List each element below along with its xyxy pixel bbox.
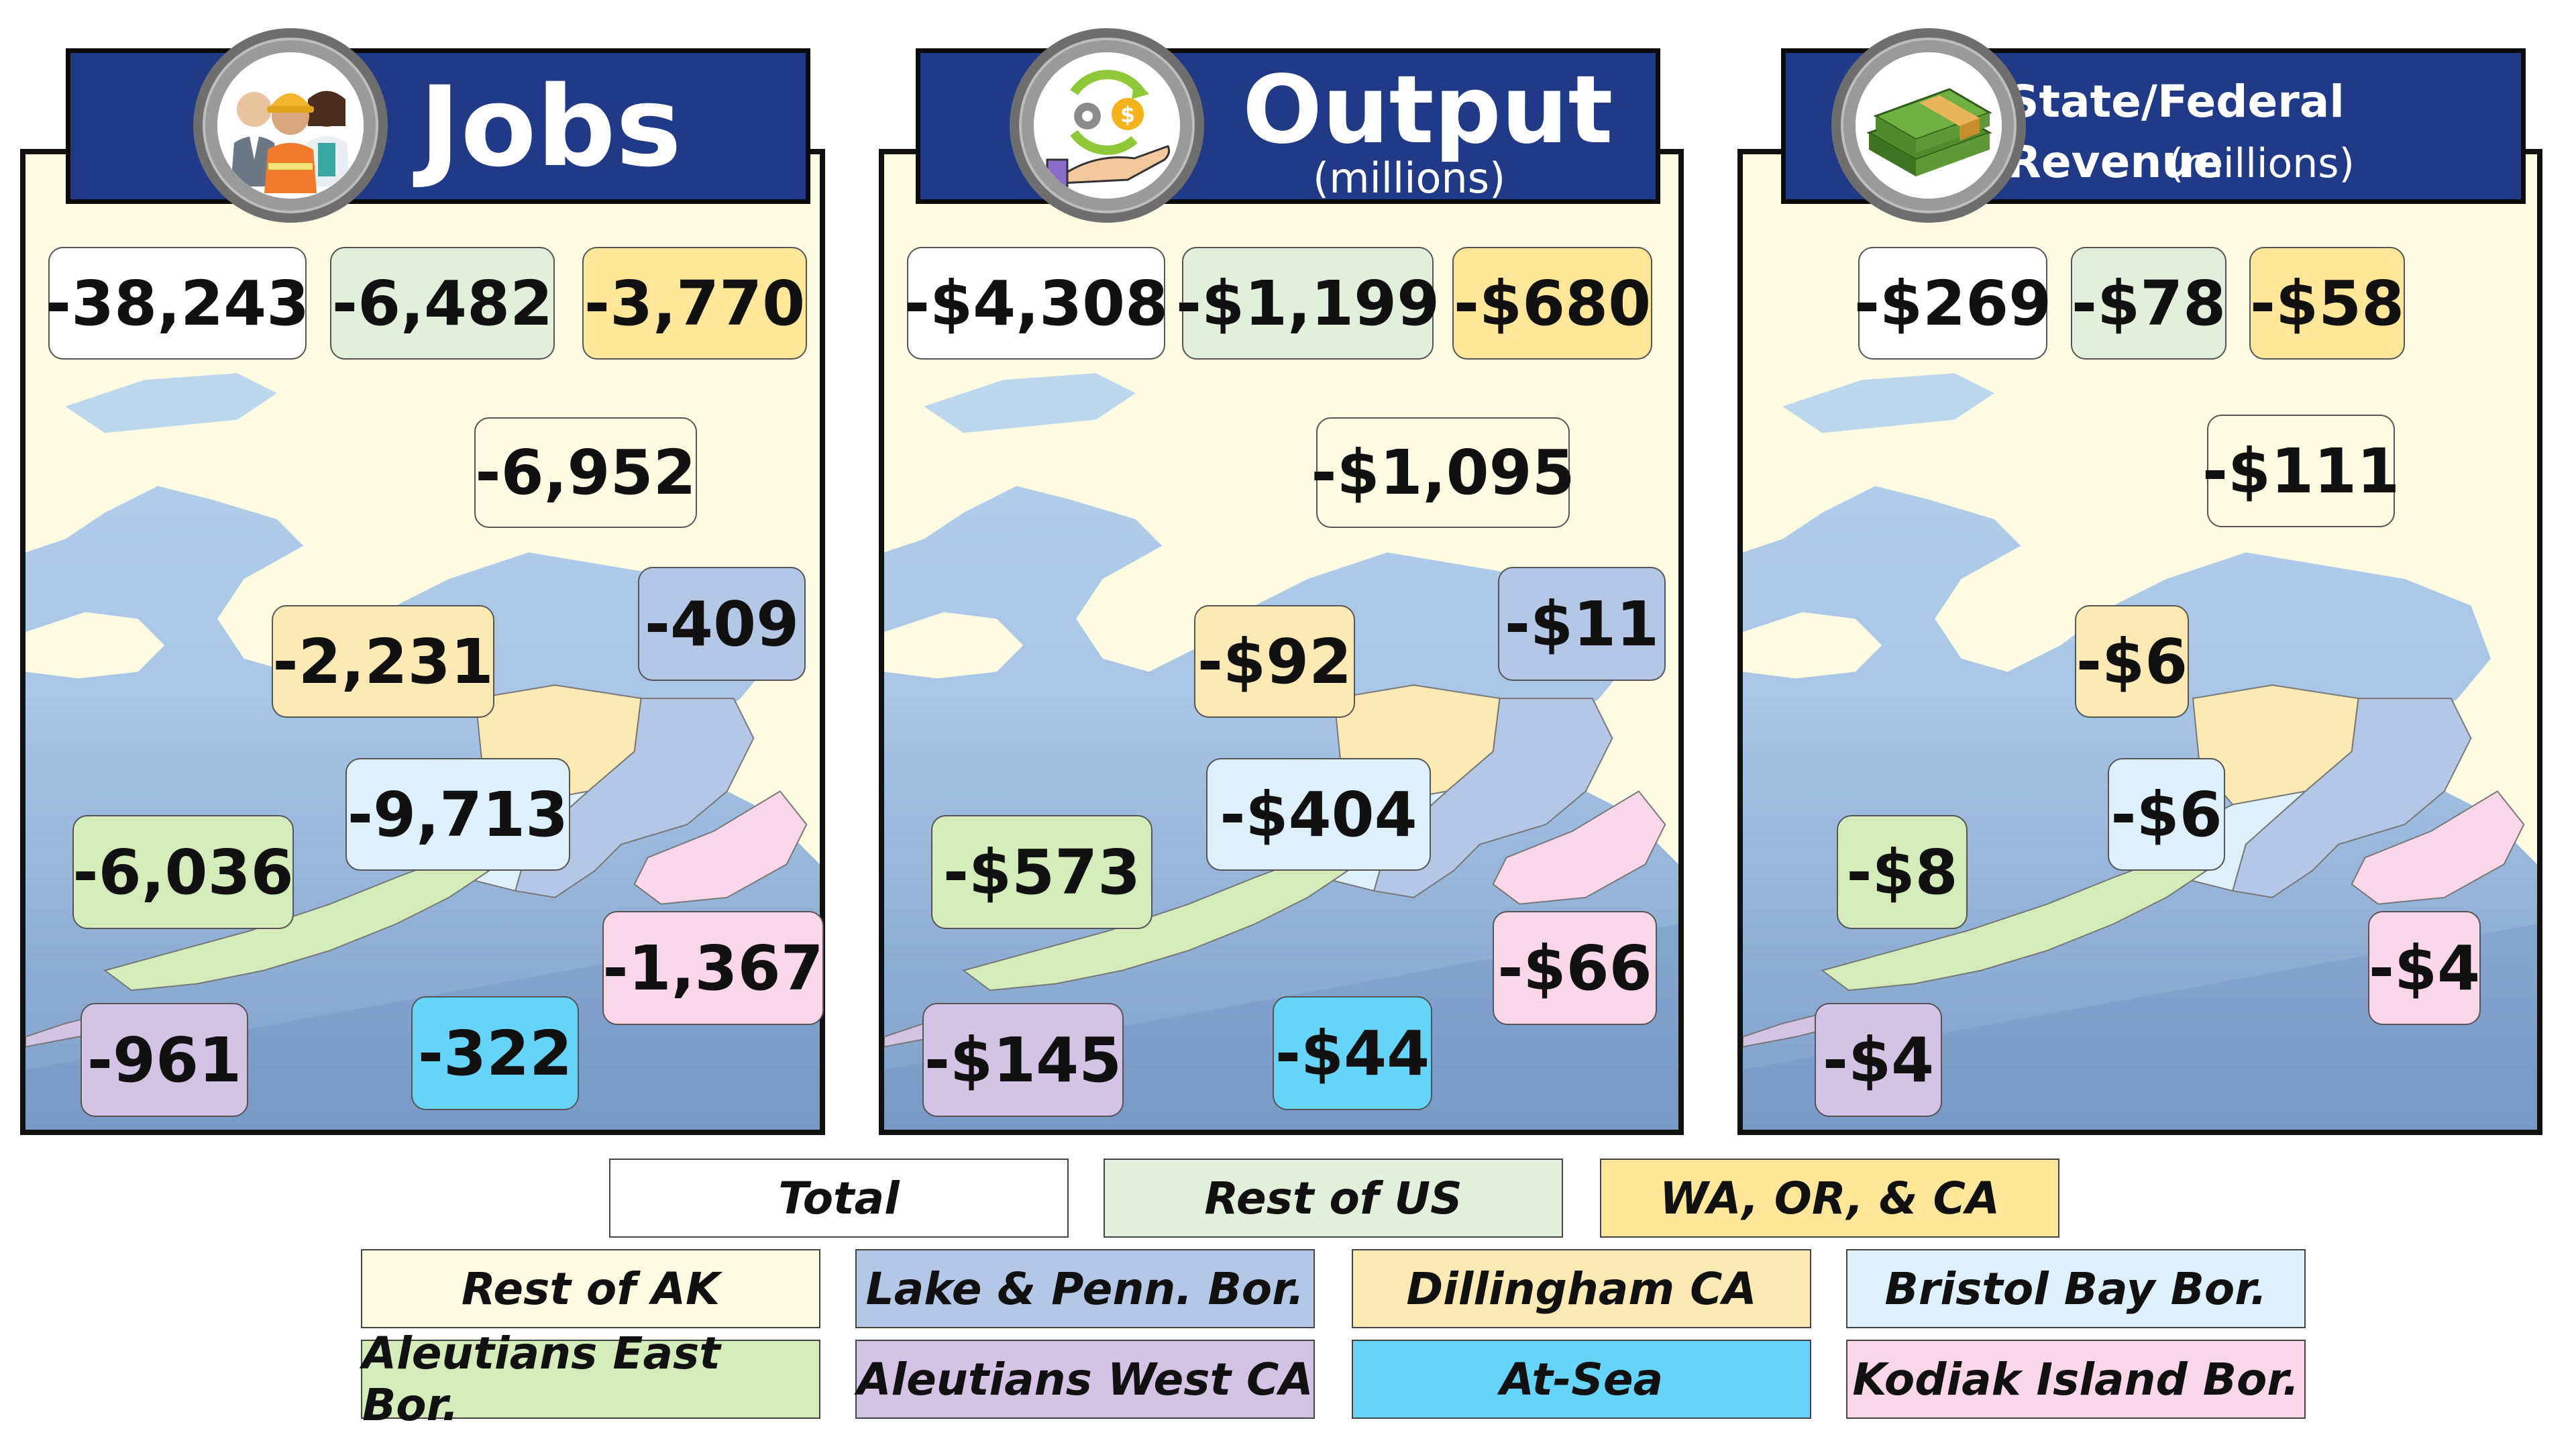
jobs-bristol-bay-value: -9,713 xyxy=(345,758,570,871)
jobs-wa-or-ca-value: -3,770 xyxy=(582,247,807,360)
revenue-bristol-bay-value: -$6 xyxy=(2108,758,2225,871)
output-dillingham-value: -$92 xyxy=(1194,605,1355,718)
jobs-rest-of-ak-value: -6,952 xyxy=(474,417,697,528)
revenue-wa-or-ca-value: -$58 xyxy=(2249,247,2405,360)
svg-text:$: $ xyxy=(1120,102,1135,127)
legend-aleutians-east: Aleutians East Bor. xyxy=(361,1328,820,1431)
legend-dillingham: Dillingham CA xyxy=(1352,1249,1811,1328)
output-total-value: -$4,308 xyxy=(904,247,1168,360)
money-stack-icon xyxy=(1856,52,2002,199)
revenue-rest-of-us-value: -$78 xyxy=(2071,247,2226,360)
jobs-dillingham-value: -2,231 xyxy=(272,605,494,718)
workers-icon xyxy=(217,52,364,199)
output-aleutians-west-value: -$145 xyxy=(922,1003,1124,1117)
output-aleutians-east-value: -$573 xyxy=(931,815,1152,929)
legend-bristol-bay: Bristol Bay Bor. xyxy=(1846,1249,2306,1328)
output-wa-or-ca-value: -$680 xyxy=(1452,247,1652,360)
revenue-aleutians-west-value: -$4 xyxy=(1815,1003,1942,1117)
legend-wa-or-ca: WA, OR, & CA xyxy=(1600,1159,2059,1238)
legend-rest-of-ak: Rest of AK xyxy=(361,1249,820,1328)
revenue-rest-of-ak-value: -$111 xyxy=(2202,415,2400,527)
revenue-badge xyxy=(1831,28,2026,223)
revenue-total-value: -$269 xyxy=(1854,247,2051,360)
output-rest-of-us-value: -$1,199 xyxy=(1176,247,1440,360)
revenue-title: State/Federal Revenue xyxy=(2007,76,2345,188)
output-badge: $ xyxy=(1010,28,1204,223)
output-at-sea-value: -$44 xyxy=(1273,996,1432,1110)
legend-total: Total xyxy=(609,1159,1069,1238)
revenue-subtitle: (millions) xyxy=(2168,140,2355,187)
legend-aleutians-west: Aleutians West CA xyxy=(855,1340,1315,1419)
legend-rest-of-us: Rest of US xyxy=(1104,1159,1563,1238)
output-bristol-bay-value: -$404 xyxy=(1206,758,1431,871)
jobs-aleutians-west-value: -961 xyxy=(80,1003,248,1117)
revenue-dillingham-value: -$6 xyxy=(2075,605,2189,718)
output-lake-penn-value: -$11 xyxy=(1498,567,1666,681)
output-rest-of-ak-value: -$1,095 xyxy=(1311,417,1575,528)
legend-kodiak: Kodiak Island Bor. xyxy=(1846,1340,2306,1419)
output-hand-coin-icon: $ xyxy=(1034,52,1180,199)
output-title: Output xyxy=(1242,56,1613,165)
revenue-aleutians-east-value: -$8 xyxy=(1837,815,1968,929)
jobs-lake-penn-value: -409 xyxy=(638,567,806,681)
jobs-header: Jobs xyxy=(66,48,810,204)
revenue-kodiak-value: -$4 xyxy=(2368,911,2481,1025)
jobs-at-sea-value: -322 xyxy=(411,996,579,1110)
jobs-title: Jobs xyxy=(419,62,682,191)
legend-lake-penn: Lake & Penn. Bor. xyxy=(855,1249,1315,1328)
legend-at-sea: At-Sea xyxy=(1352,1340,1811,1419)
jobs-rest-of-us-value: -6,482 xyxy=(330,247,555,360)
jobs-total-value: -38,243 xyxy=(46,247,309,360)
jobs-badge xyxy=(193,28,388,223)
jobs-aleutians-east-value: -6,036 xyxy=(72,815,294,929)
output-kodiak-value: -$66 xyxy=(1493,911,1657,1025)
output-subtitle: (millions) xyxy=(1313,154,1506,203)
jobs-kodiak-value: -1,367 xyxy=(602,911,824,1025)
